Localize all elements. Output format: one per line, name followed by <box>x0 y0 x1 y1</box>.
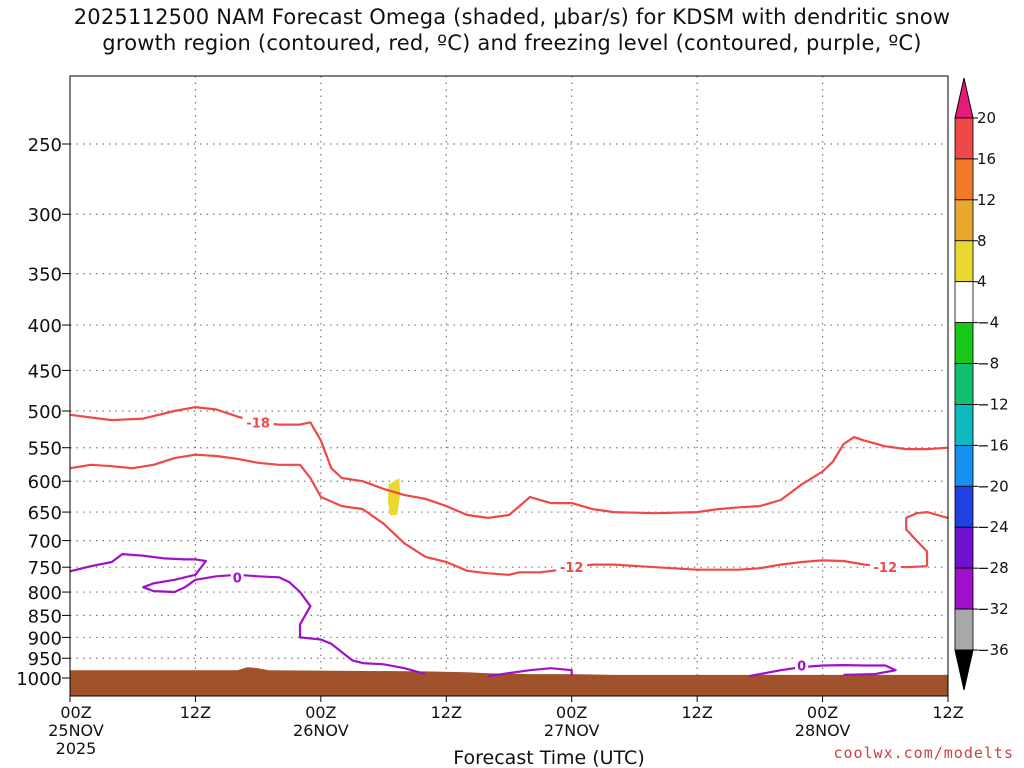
y-tick-label: 800 <box>28 583 62 604</box>
x-tick-label: 12Z <box>180 703 211 722</box>
x-tick-label: 00Z <box>556 703 587 722</box>
contour-label-bg <box>869 559 901 575</box>
colorbar-label: 16 <box>977 150 996 168</box>
colorbar-segment <box>954 526 974 569</box>
x-axis-label: Forecast Time (UTC) <box>453 747 644 768</box>
colorbar-label: −32 <box>977 600 1009 618</box>
x-tick-label: 12Z <box>431 703 462 722</box>
y-tick-label: 650 <box>28 503 62 524</box>
y-tick-label: 600 <box>28 472 62 493</box>
colorbar-label: 8 <box>977 232 987 250</box>
title-line-1: 2025112500 NAM Forecast Omega (shaded, μ… <box>73 5 951 29</box>
colorbar-label: 4 <box>977 273 987 291</box>
x-tick-label: 28NOV <box>795 721 851 740</box>
colorbar-segment <box>954 444 974 487</box>
contour-lines <box>69 406 949 678</box>
x-tick-label: 00Z <box>807 703 838 722</box>
colorbar-label: −20 <box>977 477 1009 495</box>
y-axis-ticks: 2503003504004505005506006507007508008509… <box>16 135 70 690</box>
colorbar-bottom-triangle <box>954 649 974 691</box>
contour-line <box>487 667 573 678</box>
colorbar-label: −12 <box>977 395 1009 413</box>
credit-text: coolwx.com/modelts <box>833 744 1014 762</box>
y-tick-label: 700 <box>28 532 62 553</box>
colorbar-segment <box>954 363 974 405</box>
contour-labels: -18 -12 -12 0 0 <box>230 414 901 674</box>
plot-frame <box>69 75 949 697</box>
contour-label: -12 <box>874 561 898 576</box>
colorbar-label: −16 <box>977 436 1009 454</box>
x-tick-label: 12Z <box>932 703 963 722</box>
y-tick-label: 500 <box>28 402 62 423</box>
colorbar-label: −28 <box>977 559 1009 577</box>
y-tick-label: 250 <box>28 135 62 156</box>
x-tick-label: 00Z <box>60 703 91 722</box>
colorbar-top-triangle <box>954 77 974 119</box>
colorbar-segment <box>954 240 974 283</box>
colorbar-segment <box>954 281 974 324</box>
terrain-layer <box>70 667 948 696</box>
colorbar-segment <box>954 567 974 610</box>
grid-lines <box>70 76 948 696</box>
contour-label-bg <box>242 414 274 430</box>
y-tick-label: 300 <box>28 205 62 226</box>
x-tick-label: 27NOV <box>544 721 600 740</box>
contour-label: -18 <box>246 416 270 431</box>
contour-line <box>69 406 949 520</box>
y-tick-label: 900 <box>28 628 62 649</box>
contour-label-bg <box>795 657 809 673</box>
colorbar-segment <box>954 404 974 446</box>
chart-title: 2025112500 NAM Forecast Omega (shaded, μ… <box>0 4 1024 56</box>
y-tick-label: 350 <box>28 265 62 286</box>
contour-line <box>69 453 928 576</box>
contour-label-bg <box>230 569 244 585</box>
x-tick-label: 00Z <box>305 703 336 722</box>
colorbar-label: −8 <box>977 355 999 373</box>
title-line-2: growth region (contoured, red, ºC) and f… <box>102 31 922 55</box>
terrain-fill <box>70 667 948 696</box>
y-tick-label: 750 <box>28 558 62 579</box>
x-tick-label: 26NOV <box>293 721 349 740</box>
x-tick-label: 25NOV <box>48 721 104 740</box>
contour-line <box>749 663 897 678</box>
y-tick-label: 400 <box>28 316 62 337</box>
contour-line <box>905 510 949 567</box>
colorbar-label: −4 <box>977 314 999 332</box>
contour-label-bg <box>556 559 588 575</box>
colorbar-segment <box>954 485 974 528</box>
colorbar-segment <box>954 117 974 160</box>
x-tick-label: 2025 <box>56 739 97 758</box>
colorbar-label: 12 <box>977 191 996 209</box>
colorbar-label: −36 <box>977 641 1009 659</box>
y-tick-label: 550 <box>28 439 62 460</box>
y-tick-label: 950 <box>28 649 62 670</box>
y-tick-label: 1000 <box>16 669 62 690</box>
colorbar-segment <box>954 199 974 242</box>
colorbar-segment <box>954 322 974 364</box>
y-tick-label: 850 <box>28 606 62 627</box>
colorbar-label: −24 <box>977 518 1009 536</box>
contour-line <box>69 552 426 676</box>
colorbar-segment <box>954 608 974 651</box>
contour-label: 0 <box>797 659 806 674</box>
contour-label: -12 <box>560 561 584 576</box>
colorbar-segment <box>954 158 974 201</box>
x-tick-label: 12Z <box>681 703 712 722</box>
colorbar-label: 20 <box>977 109 996 127</box>
colorbar: 20 16 12 8 4 −4 −8 −12 −16 −20 −24 −28 −32 −36 <box>954 77 1009 691</box>
omega-shaded-region <box>387 478 401 515</box>
omega-shading <box>387 478 401 515</box>
y-tick-label: 450 <box>28 361 62 382</box>
contour-label: 0 <box>233 571 242 586</box>
